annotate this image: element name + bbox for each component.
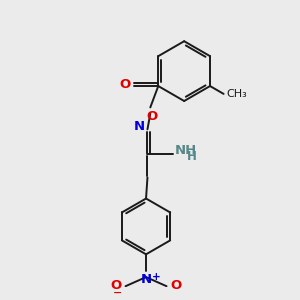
Text: O: O [119, 78, 131, 91]
Text: N: N [141, 272, 152, 286]
Text: N: N [134, 120, 145, 133]
Text: NH: NH [175, 144, 197, 157]
Text: H: H [187, 150, 197, 163]
Text: −: − [113, 288, 123, 298]
Text: O: O [146, 110, 158, 123]
Text: O: O [110, 279, 122, 292]
Text: O: O [170, 279, 182, 292]
Text: CH₃: CH₃ [226, 89, 247, 99]
Text: +: + [152, 272, 161, 282]
